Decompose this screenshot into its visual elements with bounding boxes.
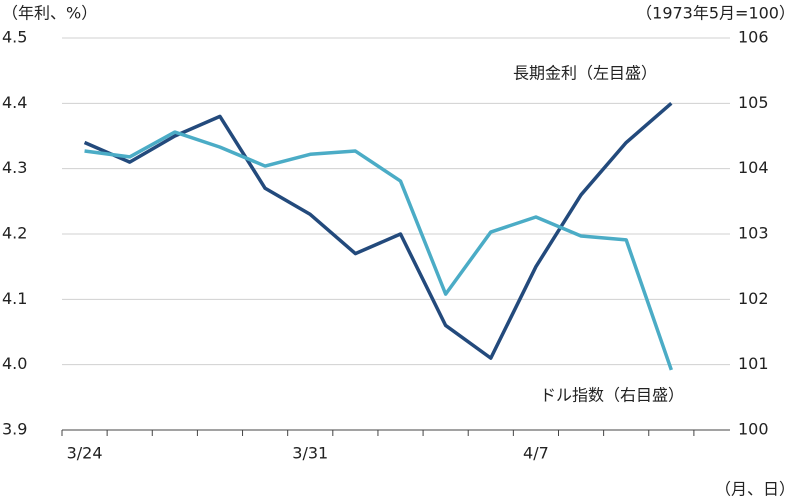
y2-unit-label: （1973年5月=100） xyxy=(636,4,795,23)
y2-tick-label: 106 xyxy=(738,28,769,47)
y-tick-label: 4.3 xyxy=(2,158,27,177)
y2-tick-label: 103 xyxy=(738,224,769,243)
y2-tick-label: 101 xyxy=(738,354,769,373)
y2-tick-label: 104 xyxy=(738,158,769,177)
legend-label: ドル指数（右目盛） xyxy=(540,386,684,405)
x-unit-label: （月、日） xyxy=(715,480,795,499)
x-tick-label: 4/7 xyxy=(523,444,549,463)
x-tick-label: 3/31 xyxy=(292,444,328,463)
y2-tick-label: 102 xyxy=(738,289,769,308)
x-tick-label: 3/24 xyxy=(67,444,103,463)
y-tick-label: 3.9 xyxy=(2,420,27,439)
y2-tick-label: 105 xyxy=(738,93,769,112)
y2-tick-label: 100 xyxy=(738,420,769,439)
y-tick-label: 4.4 xyxy=(2,93,27,112)
series-line xyxy=(84,130,673,371)
y-tick-label: 4.2 xyxy=(2,224,27,243)
y-tick-label: 4.5 xyxy=(2,28,27,47)
y-unit-label: （年利、%） xyxy=(2,4,97,23)
legend-label: 長期金利（左目盛） xyxy=(513,64,657,83)
y-tick-label: 4.0 xyxy=(2,354,27,373)
series-line xyxy=(83,102,673,360)
y-tick-label: 4.1 xyxy=(2,289,27,308)
